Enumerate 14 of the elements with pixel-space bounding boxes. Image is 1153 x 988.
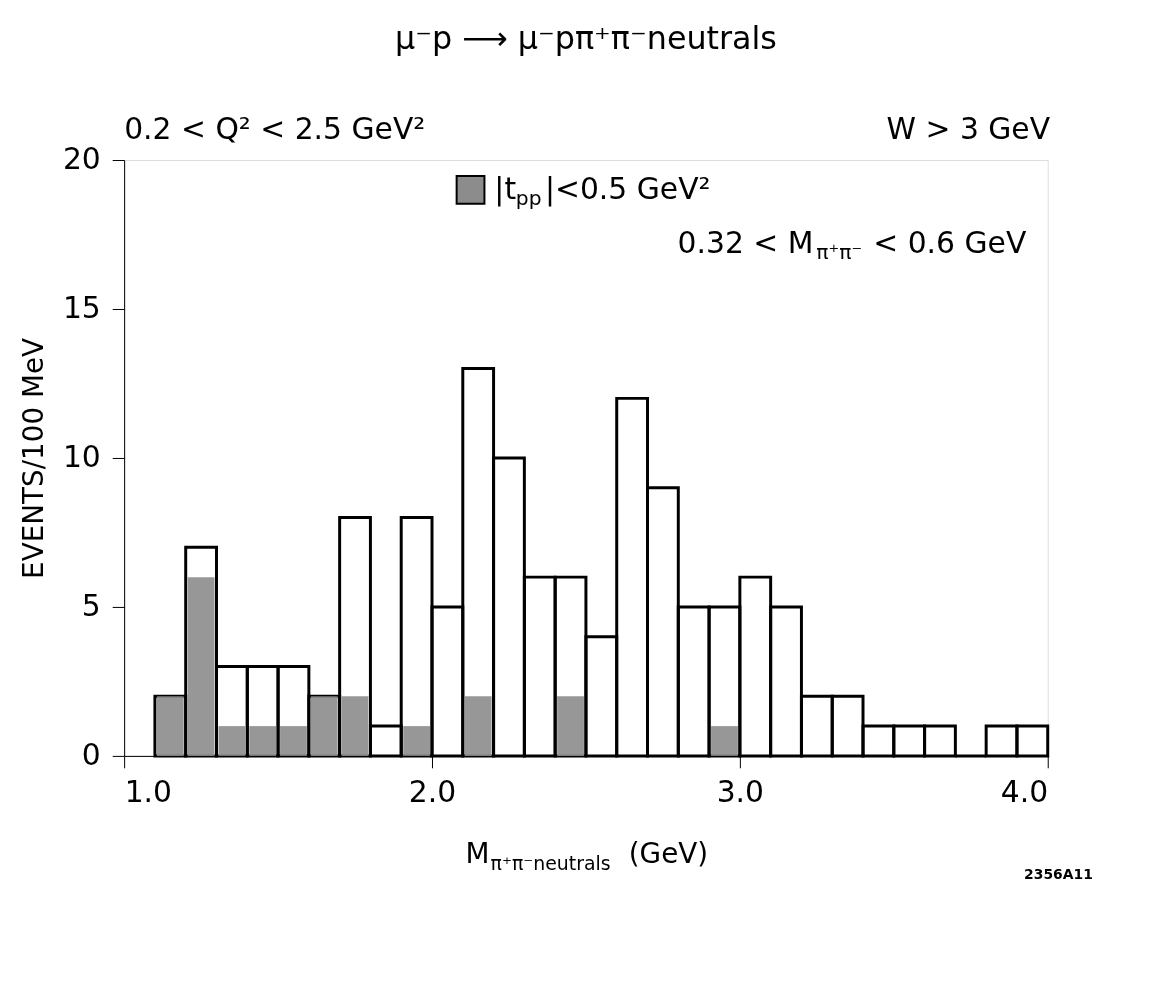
chart-title: μ⁻p ⟶ μ⁻pπ⁺π⁻neutrals — [394, 19, 777, 56]
x-tick-label: 2.0 — [408, 774, 457, 810]
text: W > 3 GeV — [886, 111, 1051, 147]
y-tick-label: 0 — [81, 737, 101, 773]
y-axis-title: EVENTS/100 MeV — [17, 338, 51, 579]
text: 2356A11 — [1024, 866, 1093, 883]
chart-subtitle: 0.2 < Q² < 2.5 GeV² — [124, 111, 426, 147]
x-tick-label: 4.0 — [1000, 774, 1049, 810]
y-tick-label: 5 — [81, 588, 101, 624]
y-tick-label: 15 — [62, 290, 101, 326]
y-tick-label: 10 — [62, 439, 101, 475]
x-tick-label: 1.0 — [124, 774, 173, 810]
x-tick-label: 3.0 — [716, 774, 765, 810]
y-tick-label: 20 — [62, 141, 101, 177]
